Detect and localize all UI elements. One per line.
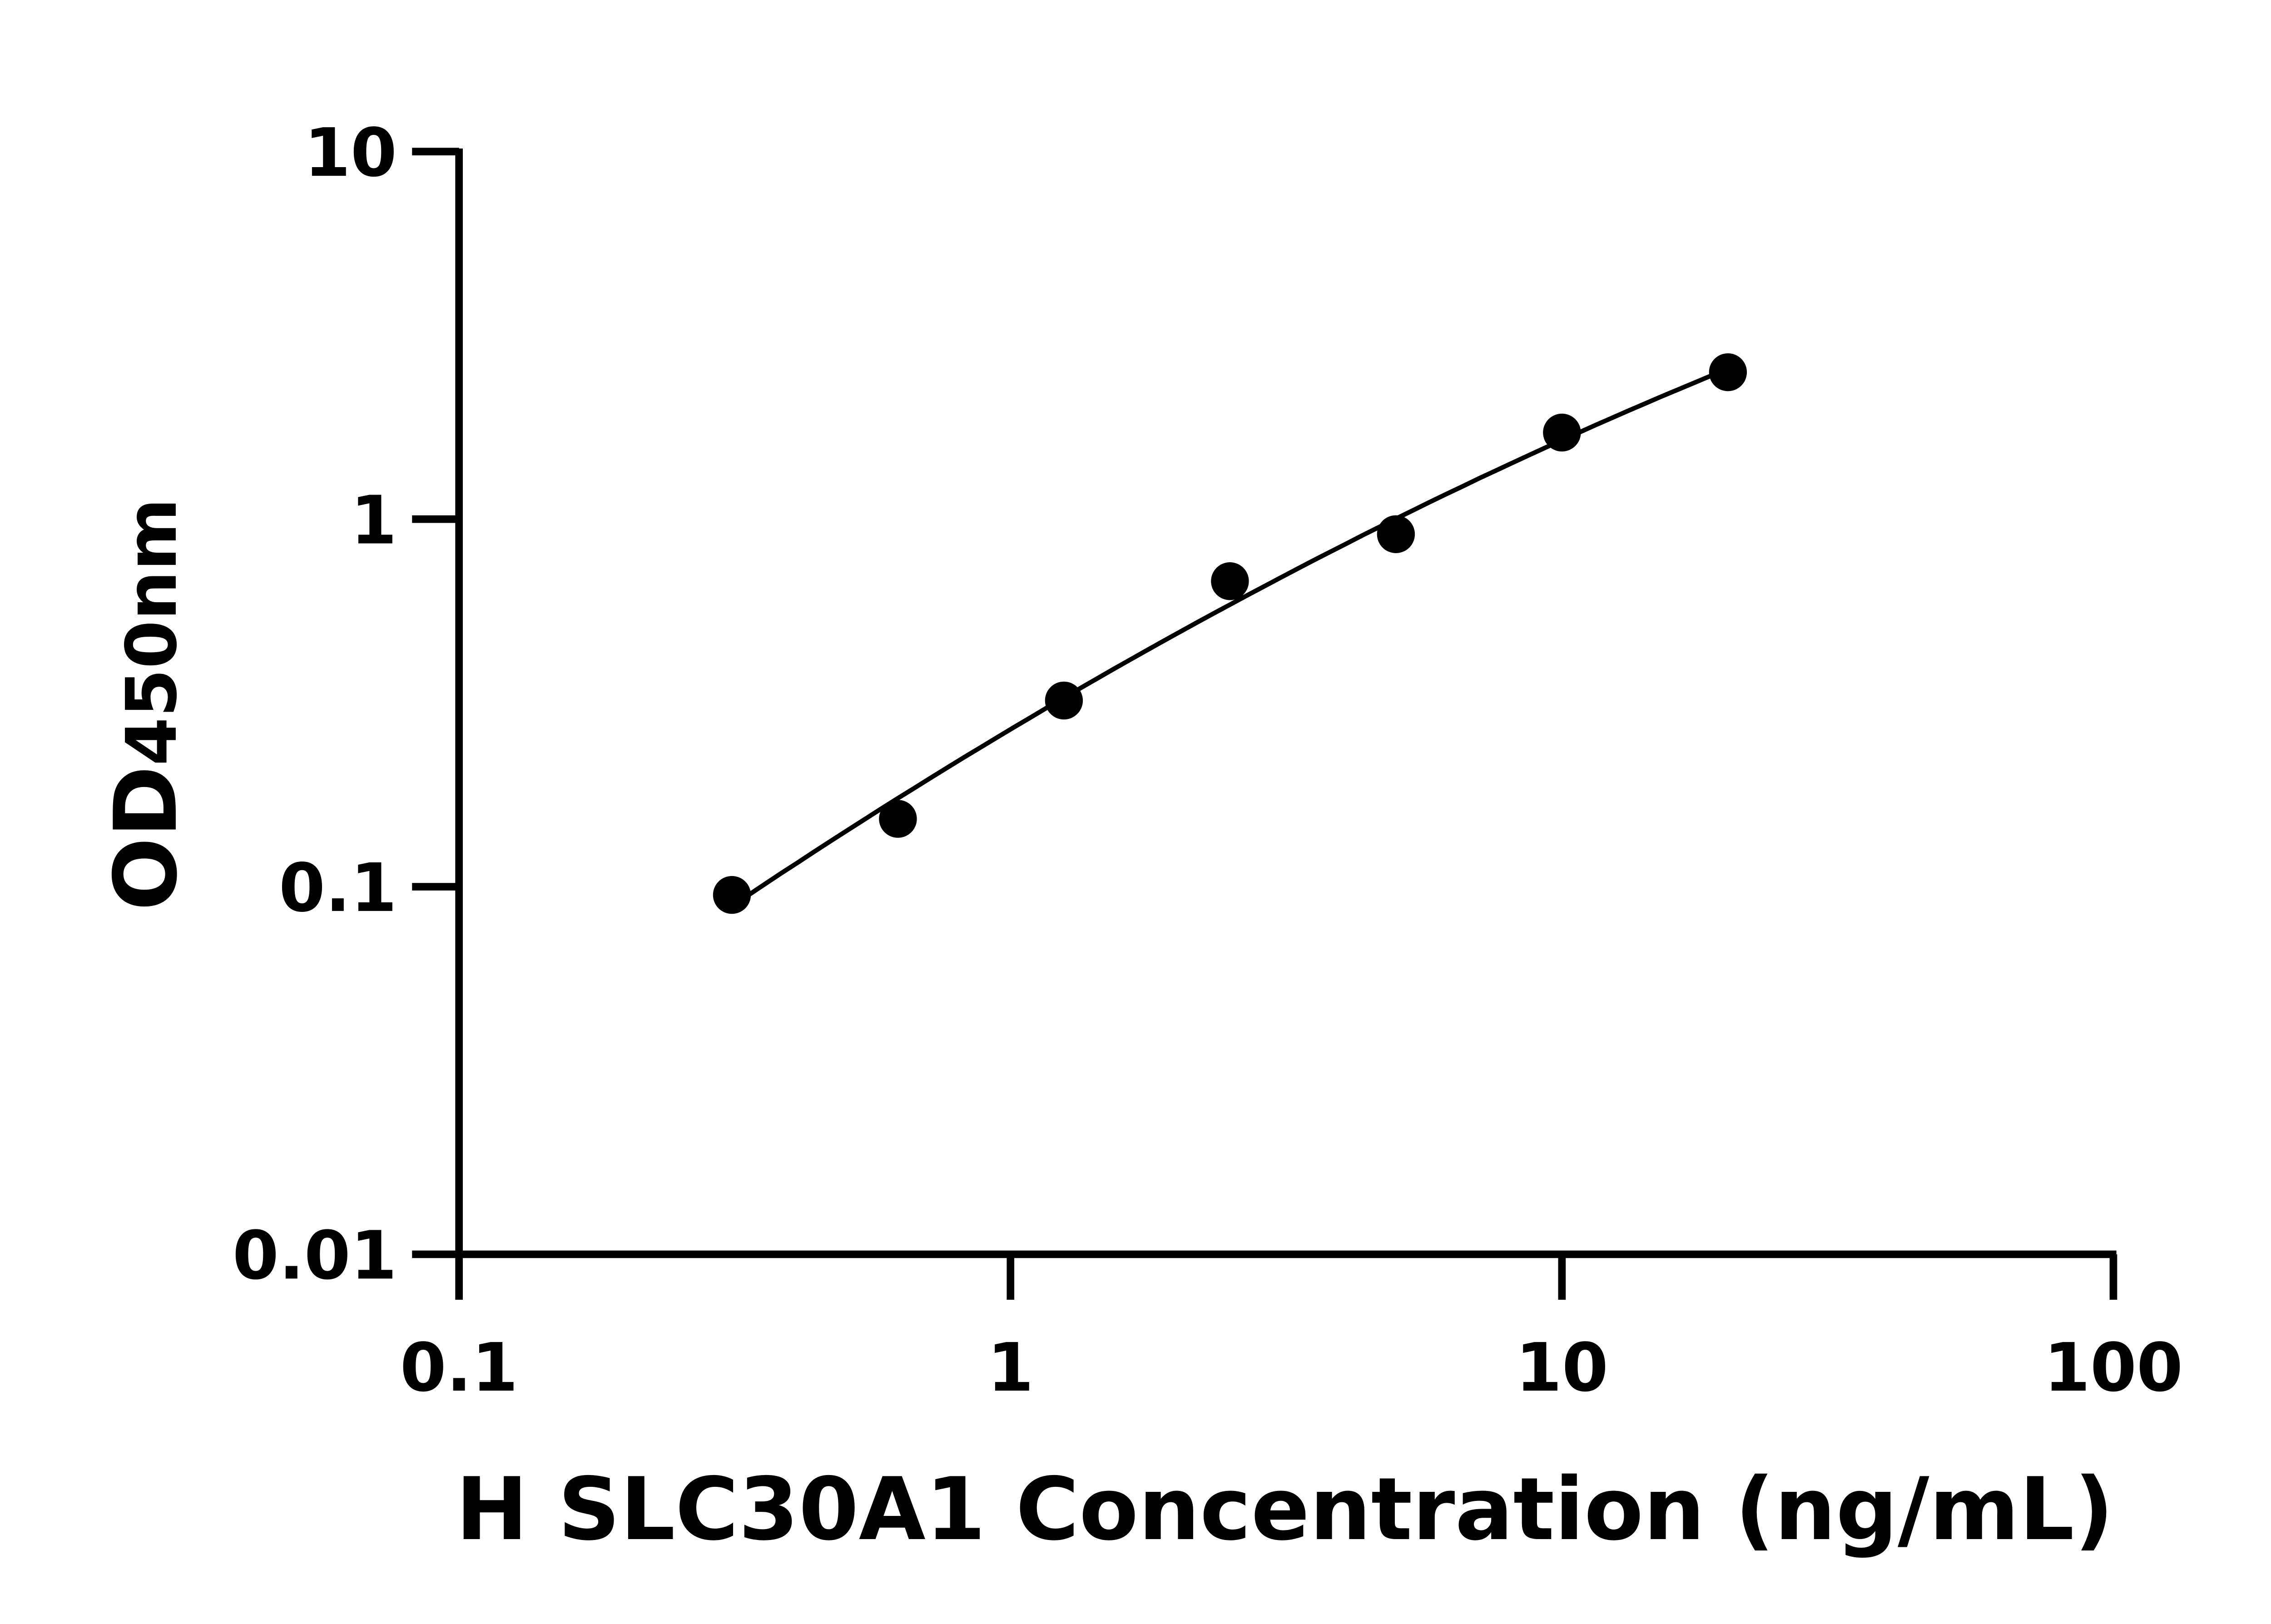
y-axis-label-sub: 450nm xyxy=(112,498,193,766)
data-point xyxy=(1543,413,1581,452)
axes xyxy=(412,148,2117,1300)
y-axis-label: OD450nm xyxy=(96,498,196,911)
x-tick-label: 0.1 xyxy=(400,1329,518,1406)
data-point xyxy=(713,876,751,914)
y-axis-label-main: OD xyxy=(96,766,196,911)
data-point xyxy=(1709,353,1747,391)
data-point xyxy=(1377,515,1415,553)
x-tick-label: 1 xyxy=(987,1329,1034,1406)
x-tick-label: 100 xyxy=(2044,1329,2183,1406)
data-points xyxy=(713,353,1747,914)
y-tick-label: 1 xyxy=(351,482,397,559)
data-point xyxy=(1045,681,1083,720)
data-point xyxy=(1211,562,1249,600)
y-tick-label: 0.1 xyxy=(279,849,397,927)
x-axis-label: H SLC30A1 Concentration (ng/mL) xyxy=(456,1459,2113,1560)
y-tick-label: 10 xyxy=(304,114,397,192)
data-point xyxy=(879,800,917,838)
y-tick-label: 0.01 xyxy=(233,1217,397,1294)
x-tick-label: 10 xyxy=(1516,1329,1608,1406)
